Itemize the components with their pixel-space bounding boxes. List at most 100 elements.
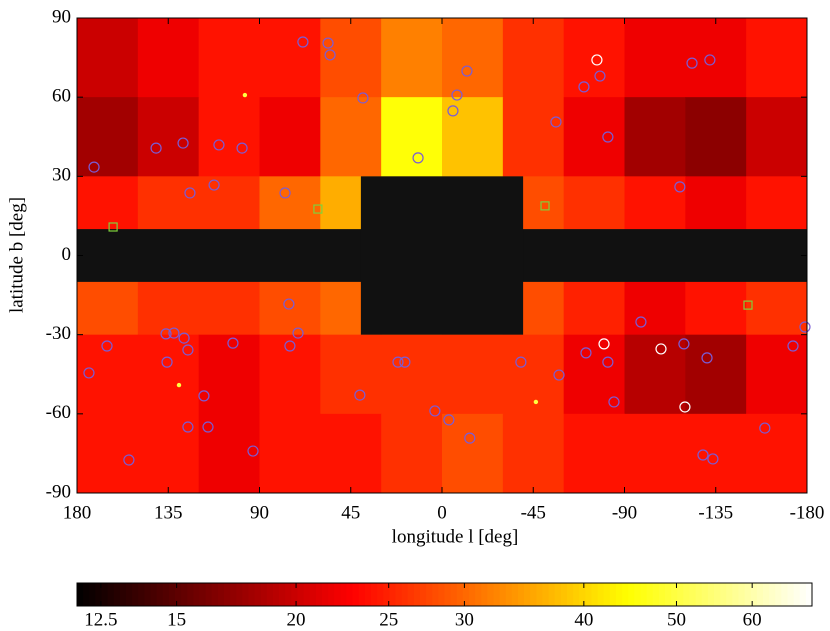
colorbar-swatch bbox=[481, 583, 488, 606]
colorbar-swatch bbox=[138, 583, 145, 606]
source-marker bbox=[580, 347, 592, 359]
colorbar-swatch bbox=[291, 583, 298, 606]
source-marker bbox=[208, 179, 220, 191]
y-tick-label: -90 bbox=[46, 481, 71, 502]
heatmap-cell bbox=[746, 413, 808, 494]
colorbar-swatch bbox=[315, 583, 323, 606]
source-marker bbox=[540, 201, 550, 211]
source-marker bbox=[707, 453, 719, 465]
heatmap-cell bbox=[198, 18, 260, 98]
source-marker bbox=[168, 327, 180, 339]
heatmap-cell bbox=[502, 413, 565, 494]
colorbar-swatch bbox=[726, 583, 733, 606]
heatmap-cell bbox=[320, 334, 382, 415]
source-marker bbox=[686, 57, 698, 69]
colorbar-swatch bbox=[144, 583, 151, 606]
heatmap-cell bbox=[320, 18, 382, 98]
colorbar-swatch bbox=[518, 583, 525, 606]
source-marker bbox=[182, 344, 194, 356]
heatmap-cell bbox=[442, 413, 504, 494]
colorbar-swatch bbox=[560, 583, 568, 606]
heatmap-cell bbox=[320, 97, 382, 177]
source-marker bbox=[602, 131, 614, 143]
colorbar-swatch bbox=[750, 583, 758, 606]
colorbar-swatch bbox=[609, 583, 617, 606]
source-marker bbox=[602, 356, 614, 368]
colorbar-swatch bbox=[744, 583, 752, 606]
colorbar-swatch bbox=[236, 583, 243, 606]
source-marker bbox=[160, 328, 172, 340]
colorbar-swatch bbox=[756, 583, 764, 606]
colorbar-swatch bbox=[775, 583, 782, 606]
source-marker bbox=[679, 401, 691, 413]
source-marker bbox=[283, 298, 295, 310]
colorbar-swatch bbox=[450, 583, 458, 606]
x-tick-label: -135 bbox=[698, 502, 733, 523]
colorbar-swatch bbox=[89, 583, 96, 606]
colorbar-tick-label: 12.5 bbox=[84, 609, 117, 630]
colorbar-swatch bbox=[542, 583, 550, 606]
heatmap-cell bbox=[442, 18, 504, 98]
source-marker bbox=[412, 152, 424, 164]
colorbar-swatch bbox=[322, 583, 329, 606]
heatmap-cell bbox=[685, 18, 747, 98]
colorbar-swatch bbox=[199, 583, 207, 606]
heatmap-cell bbox=[77, 18, 139, 98]
colorbar-tick-label: 60 bbox=[743, 609, 762, 630]
source-marker bbox=[108, 222, 118, 232]
source-marker bbox=[451, 89, 463, 101]
source-marker bbox=[461, 65, 473, 77]
source-marker bbox=[297, 36, 309, 48]
colorbar-swatch bbox=[597, 583, 605, 606]
colorbar-tick-label: 50 bbox=[667, 609, 686, 630]
colorbar-swatch bbox=[150, 583, 158, 606]
colorbar-swatch bbox=[475, 583, 482, 606]
colorbar-swatch bbox=[530, 583, 537, 606]
heatmap-cell bbox=[259, 97, 321, 177]
colorbar-swatch bbox=[799, 583, 807, 606]
colorbar-swatch bbox=[371, 583, 378, 606]
source-marker bbox=[279, 187, 291, 199]
colorbar-swatch bbox=[438, 583, 445, 606]
colorbar-swatch bbox=[493, 583, 501, 606]
colorbar-swatch bbox=[805, 583, 813, 606]
colorbar-swatch bbox=[456, 583, 464, 606]
heatmap-cell bbox=[685, 413, 747, 494]
colorbar-swatch bbox=[181, 583, 188, 606]
colorbar-swatch bbox=[248, 583, 256, 606]
y-tick-label: -60 bbox=[46, 402, 71, 423]
x-tick-label: -45 bbox=[521, 502, 546, 523]
colorbar-swatch bbox=[217, 583, 225, 606]
source-marker bbox=[443, 414, 455, 426]
heatmap-cell bbox=[563, 334, 625, 415]
source-marker bbox=[202, 421, 214, 433]
colorbar-swatch bbox=[695, 583, 703, 606]
x-tick-label: 180 bbox=[63, 502, 92, 523]
source-marker bbox=[578, 81, 590, 93]
colorbar-swatch bbox=[230, 583, 237, 606]
source-marker bbox=[447, 105, 459, 117]
colorbar-swatch bbox=[763, 583, 770, 606]
source-marker bbox=[324, 49, 336, 61]
mask-region bbox=[360, 176, 524, 335]
colorbar-swatch bbox=[303, 583, 311, 606]
colorbar-swatch bbox=[579, 583, 586, 606]
source-marker bbox=[553, 369, 565, 381]
y-tick-label: 60 bbox=[52, 86, 71, 107]
source-marker bbox=[101, 340, 113, 352]
heatmap-cell bbox=[259, 413, 321, 494]
heatmap-cell bbox=[259, 18, 321, 98]
heatmap-cell bbox=[259, 334, 321, 415]
heatmap-cell bbox=[77, 334, 139, 415]
x-tick-label: 90 bbox=[250, 502, 269, 523]
colorbar-swatch bbox=[738, 583, 746, 606]
colorbar-swatch bbox=[487, 583, 494, 606]
colorbar-swatch bbox=[769, 583, 776, 606]
heatmap-cell bbox=[77, 97, 139, 177]
colorbar-swatch bbox=[352, 583, 360, 606]
colorbar-swatch bbox=[701, 583, 709, 606]
colorbar-swatch bbox=[499, 583, 507, 606]
source-marker bbox=[213, 139, 225, 151]
colorbar-swatch bbox=[524, 583, 531, 606]
source-marker bbox=[292, 327, 304, 339]
